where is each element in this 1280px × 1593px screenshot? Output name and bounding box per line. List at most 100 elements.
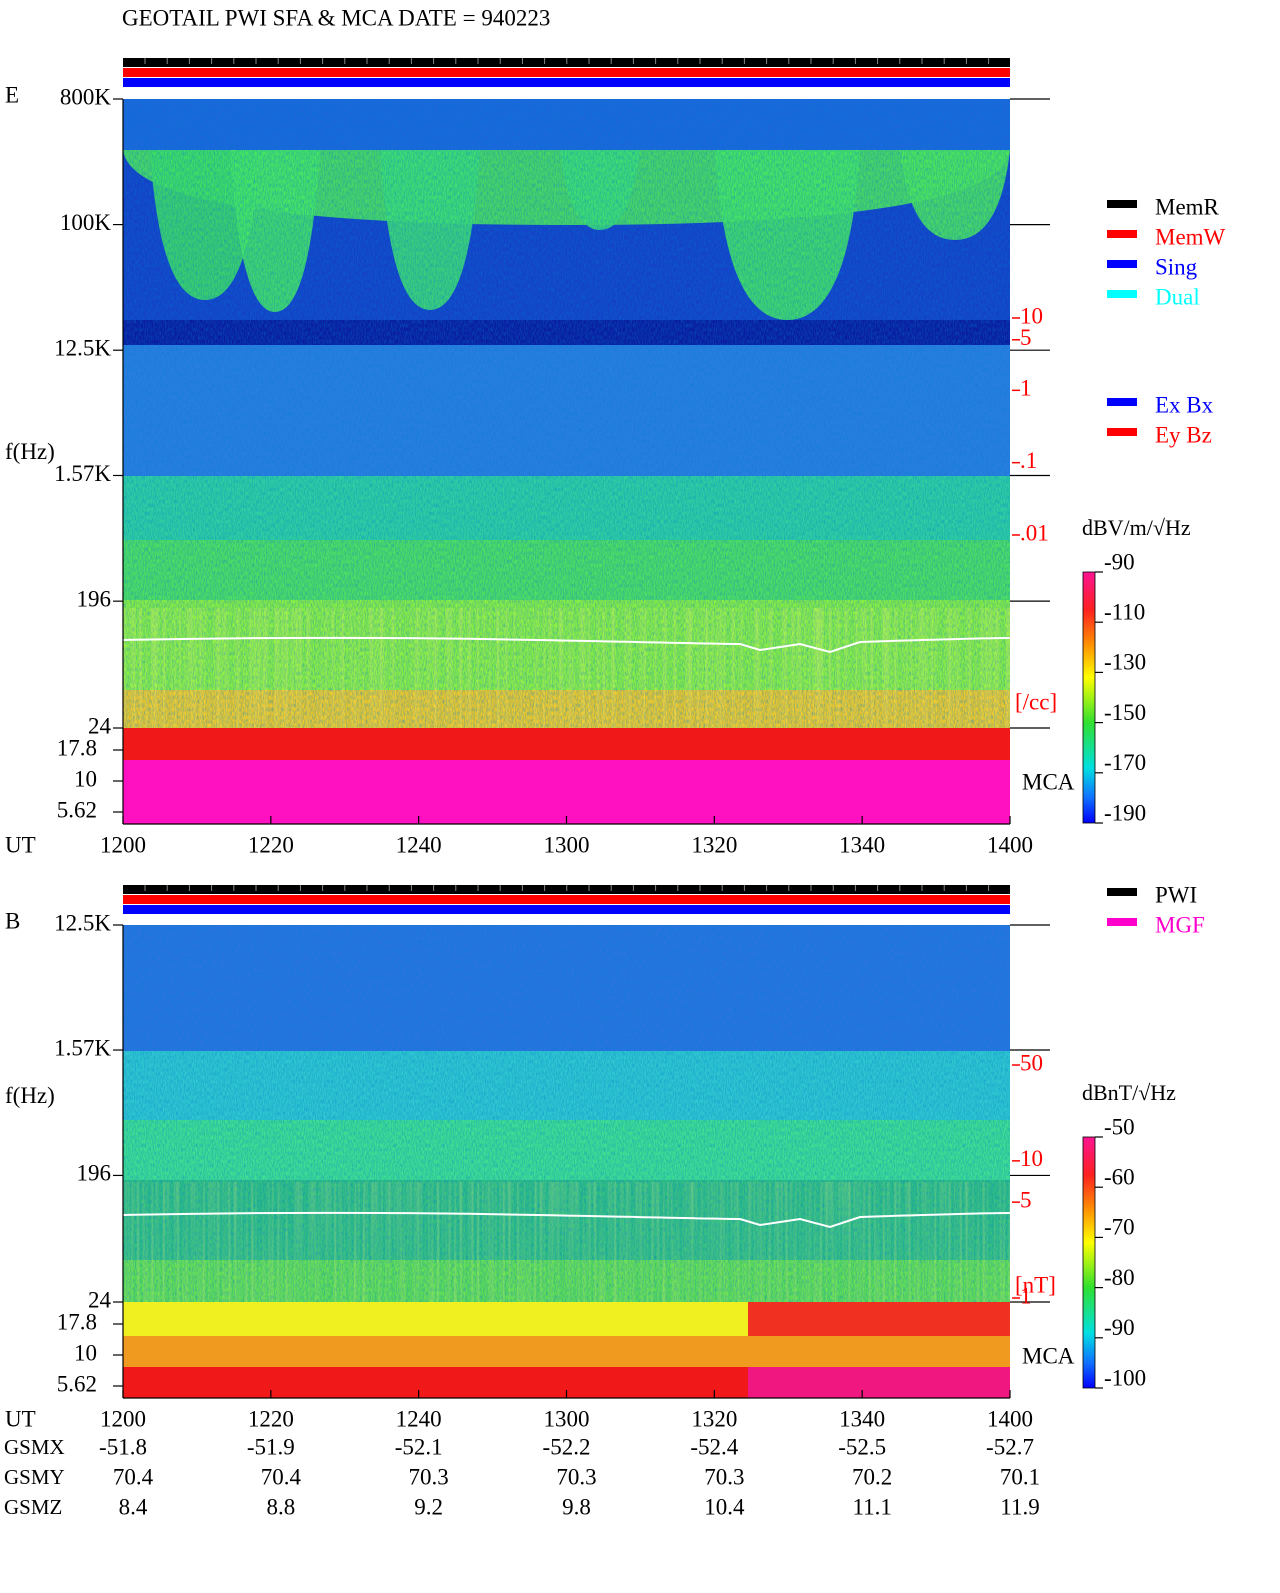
orbit-value: -52.2 [543, 1434, 591, 1459]
x-tick-label: 1320 [691, 832, 737, 857]
spectrogram-streaks [123, 1182, 1010, 1302]
legend-label: Sing [1155, 254, 1198, 279]
orbit-value: -51.8 [99, 1434, 147, 1459]
y-tick-label: 24 [88, 713, 112, 738]
y2-tick-label: 10 [1020, 1146, 1043, 1171]
legend-label: Dual [1155, 284, 1200, 309]
orbit-value: 70.3 [704, 1464, 744, 1489]
colorbar-tick-label: -170 [1104, 750, 1146, 775]
y2-tick-label: 10 [1020, 303, 1043, 328]
y-axis-label: f(Hz) [5, 1083, 55, 1108]
orbit-value: 70.4 [261, 1464, 302, 1489]
colorbar-tick-label: -150 [1104, 700, 1146, 725]
x-tick-label: 1400 [987, 832, 1033, 857]
y-tick-label: 12.5K [54, 910, 111, 935]
legend-swatch [1107, 260, 1137, 268]
legend-label: MemR [1155, 194, 1220, 219]
colorbar-tick-label: -70 [1104, 1215, 1135, 1240]
x-tick-label: 1300 [544, 832, 590, 857]
orbit-value: 70.2 [852, 1464, 892, 1489]
x-axis-label: UT [5, 832, 36, 857]
legend-swatch [1107, 200, 1137, 208]
y-tick-label: 196 [77, 586, 112, 611]
mca-tick-label: 5.62 [57, 1371, 97, 1396]
plasma-line [122, 1211, 1011, 1229]
x-tick-label: 1340 [839, 1406, 885, 1431]
x-tick-label: 1240 [396, 1406, 442, 1431]
orbit-value: -51.9 [247, 1434, 295, 1459]
colorbar-tick-label: -60 [1104, 1164, 1135, 1189]
orbit-value: 70.4 [113, 1464, 154, 1489]
y-tick-label: 196 [77, 1161, 112, 1186]
legend-label: PWI [1155, 882, 1197, 907]
colorbar-tick-label: -190 [1104, 800, 1146, 825]
y-tick-label: 800K [60, 84, 112, 109]
y-tick-label: 12.5K [54, 335, 111, 360]
colorbar-tick-label: -80 [1104, 1265, 1135, 1290]
status-bar [123, 905, 1010, 914]
orbit-value: 70.3 [556, 1464, 596, 1489]
y2-tick-label: .01 [1020, 520, 1049, 545]
orbit-value: -52.4 [690, 1434, 738, 1459]
colorbar-tick-label: -100 [1104, 1365, 1146, 1390]
orbit-value: 8.8 [266, 1494, 295, 1519]
colorbar-tick-label: -90 [1104, 549, 1135, 574]
orbit-value: 70.1 [1000, 1464, 1040, 1489]
orbit-value: 9.8 [562, 1494, 591, 1519]
x-tick-label: 1200 [100, 1406, 146, 1431]
x-tick-label: 1220 [248, 1406, 294, 1431]
legend-swatch [1107, 290, 1137, 298]
legend-label: Ey Bz [1155, 422, 1212, 447]
y2-tick-label: .1 [1020, 448, 1037, 473]
orbit-value: 11.1 [852, 1494, 891, 1519]
colorbar-tick-label: -130 [1104, 650, 1146, 675]
mca-label: MCA [1022, 1343, 1075, 1368]
colorbar-label: dBnT/√Hz [1082, 1080, 1176, 1105]
mca-band [123, 728, 1010, 760]
panel-label: B [5, 908, 20, 933]
orbit-label: GSMX [4, 1435, 65, 1459]
plasma-line [122, 636, 1011, 654]
y-tick-label: 24 [88, 1287, 112, 1312]
orbit-value: 11.9 [1000, 1494, 1039, 1519]
colorbar-label: dBV/m/√Hz [1082, 515, 1191, 540]
mca-tick-label: 10 [74, 1340, 97, 1365]
legend-label: Ex Bx [1155, 392, 1214, 417]
orbit-value: 9.2 [414, 1494, 443, 1519]
spectrogram-streaks [123, 608, 1010, 728]
mca-band [123, 760, 1010, 824]
legend-label: MGF [1155, 912, 1205, 937]
legend-swatch [1107, 398, 1137, 406]
status-bar [123, 68, 1010, 77]
y-tick-label: 1.57K [54, 461, 111, 486]
mca-band [123, 1336, 1010, 1367]
x-tick-label: 1220 [248, 832, 294, 857]
orbit-value: 8.4 [119, 1494, 148, 1519]
orbit-value: -52.5 [838, 1434, 886, 1459]
y2-tick-label: 5 [1020, 325, 1032, 350]
y2-tick-label: 50 [1020, 1050, 1043, 1075]
mca-tick-label: 5.62 [57, 797, 97, 822]
orbit-label: GSMY [4, 1465, 65, 1489]
orbit-value: 70.3 [409, 1464, 449, 1489]
y-tick-label: 100K [60, 210, 112, 235]
legend-swatch [1107, 428, 1137, 436]
y2-axis-label: [/cc] [1015, 689, 1057, 714]
legend-swatch [1107, 888, 1137, 896]
legend-swatch [1107, 230, 1137, 238]
x-tick-label: 1240 [396, 832, 442, 857]
mca-tick-label: 17.8 [57, 1309, 97, 1334]
colorbar [1082, 571, 1096, 824]
colorbar-tick-label: -90 [1104, 1315, 1135, 1340]
colorbar-tick-label: -50 [1104, 1114, 1135, 1139]
orbit-label: GSMZ [4, 1495, 62, 1519]
status-bar [123, 895, 1010, 904]
colorbar [1082, 1136, 1096, 1389]
mca-tick-label: 17.8 [57, 735, 97, 760]
legend-label: MemW [1155, 224, 1226, 249]
x-tick-label: 1300 [544, 1406, 590, 1431]
mca-band [748, 1302, 1010, 1336]
y-axis-label: f(Hz) [5, 439, 55, 464]
y2-tick-label: 5 [1020, 1187, 1032, 1212]
